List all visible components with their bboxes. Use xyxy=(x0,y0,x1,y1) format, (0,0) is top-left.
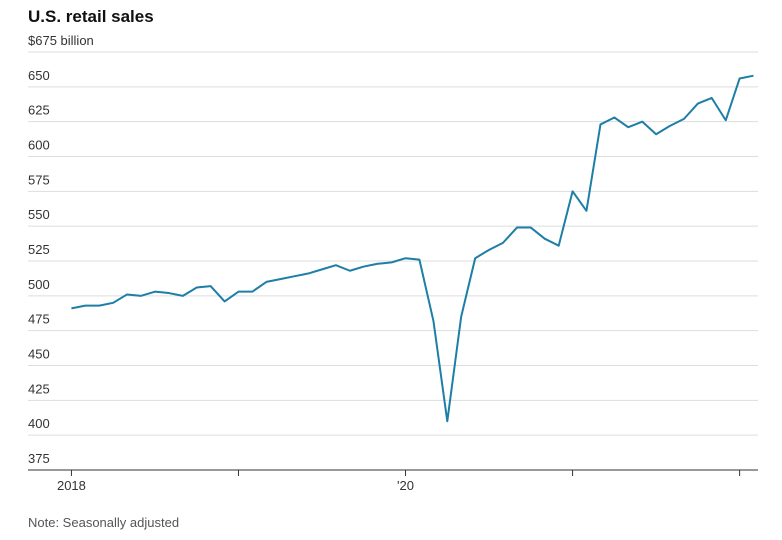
y-tick-label: 650 xyxy=(28,68,50,83)
y-tick-label: 625 xyxy=(28,103,50,118)
y-tick-label: 450 xyxy=(28,347,50,362)
note: Note: Seasonally adjusted xyxy=(28,515,179,530)
y-tick-label: 475 xyxy=(28,312,50,327)
data-line xyxy=(71,74,754,423)
y-tick-label: 575 xyxy=(28,172,50,187)
x-tick-label: '20 xyxy=(397,478,414,493)
x-tick-label: 2018 xyxy=(57,478,86,493)
y-tick-label: 375 xyxy=(28,451,50,466)
y-tick-label: 500 xyxy=(28,277,50,292)
y-tick-label: 400 xyxy=(28,416,50,431)
y-tick-label: 550 xyxy=(28,207,50,222)
y-tick-label: 525 xyxy=(28,242,50,257)
y-tick-label: 600 xyxy=(28,138,50,153)
y-tick-label: $675 billion xyxy=(28,33,94,48)
chart-title: U.S. retail sales xyxy=(28,7,154,26)
y-tick-label: 425 xyxy=(28,381,50,396)
